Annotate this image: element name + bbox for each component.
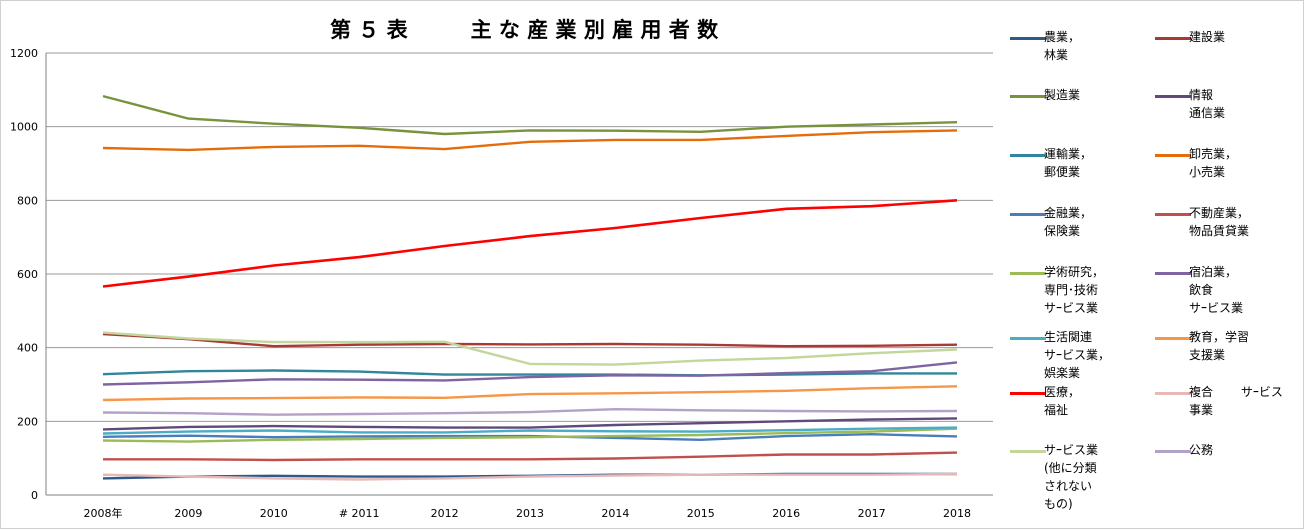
legend-swatch (1010, 154, 1046, 157)
legend-label: 情報 通信業 (1189, 88, 1226, 120)
x-tick-label: 2009 (174, 507, 202, 520)
series-line (102, 129, 958, 152)
series-line (102, 472, 958, 481)
legend-label: 農業， 林業 (1044, 30, 1081, 62)
x-tick-label: 2015 (687, 507, 715, 520)
series-line (102, 427, 958, 443)
y-tick-label: 800 (17, 194, 38, 207)
legend-swatch (1010, 272, 1046, 275)
series-line (102, 369, 957, 377)
series-line (102, 417, 958, 431)
x-tick-label: # 2011 (339, 507, 380, 520)
legend-swatch (1155, 95, 1191, 98)
legend-swatch (1155, 450, 1191, 453)
legend-label: 運輸業， 郵便業 (1044, 147, 1093, 179)
x-tick-label: 2012 (431, 507, 459, 520)
legend: 農業， 林業 建設業製造業 情報 通信業運輸業， 郵便業 卸売業， 小売業金融業， 保… (1010, 28, 1300, 528)
y-tick-label: 0 (31, 489, 38, 502)
y-tick-label: 600 (17, 268, 38, 281)
legend-swatch (1010, 37, 1046, 40)
legend-swatch (1010, 95, 1046, 98)
x-tick-label: 2014 (601, 507, 629, 520)
x-tick-label: 2018 (943, 507, 971, 520)
y-tick-label: 400 (17, 342, 38, 355)
legend-label: 建設業 (1189, 30, 1226, 44)
series-line (102, 426, 958, 435)
legend-label: 卸売業， 小売業 (1189, 147, 1238, 179)
legend-label: 医療， 福祉 (1044, 385, 1081, 417)
series-line (103, 451, 958, 462)
series-line (102, 361, 958, 386)
series-line (102, 331, 958, 366)
x-tick-label: 2013 (516, 507, 544, 520)
legend-label: 学術研究， 専門･技術 サｰビス業 (1044, 265, 1105, 315)
legend-swatch (1155, 392, 1191, 395)
x-tick-label: 2017 (858, 507, 886, 520)
series-line (102, 408, 958, 416)
legend-label: 宿泊業， 飲食 サｰビス業 (1189, 265, 1244, 315)
series-line (102, 332, 958, 348)
legend-label: 公務 (1189, 443, 1214, 457)
legend-swatch (1010, 213, 1046, 216)
series-line (102, 385, 958, 402)
legend-swatch (1010, 450, 1046, 453)
line-chart: 0 200 400 600 800 1000 1200 2008年 2009 2010 # 2011… (10, 47, 993, 520)
y-tick-label: 1000 (10, 121, 38, 134)
legend-swatch (1155, 154, 1191, 157)
legend-label: 複合 サｰビス 事業 (1189, 385, 1283, 417)
legend-label: 生活関連 サｰビス業， 娯楽業 (1044, 330, 1111, 380)
legend-swatch (1155, 213, 1191, 216)
legend-swatch (1155, 272, 1191, 275)
legend-label: サｰビス業 (他に分類 されない もの) (1044, 443, 1099, 511)
x-tick-label: 2010 (260, 507, 288, 520)
x-tick-label: 2008年 (84, 506, 123, 520)
x-tick-label: 2016 (772, 507, 800, 520)
y-tick-label: 1200 (10, 47, 38, 60)
y-tick-label: 200 (17, 415, 38, 428)
series-line (102, 199, 958, 288)
legend-swatch (1010, 337, 1046, 340)
legend-swatch (1010, 392, 1046, 395)
legend-label: 不動産業， 物品賃貸業 (1189, 206, 1250, 238)
legend-label: 金融業， 保険業 (1044, 206, 1093, 238)
legend-label: 製造業 (1044, 88, 1081, 102)
legend-swatch (1155, 37, 1191, 40)
legend-label: 教育，学習 支援業 (1189, 330, 1250, 362)
series-line (102, 94, 958, 136)
legend-swatch (1155, 337, 1191, 340)
chart-title: 第 ５ 表 主 な 産 業 別 雇 用 者 数 (330, 18, 719, 42)
